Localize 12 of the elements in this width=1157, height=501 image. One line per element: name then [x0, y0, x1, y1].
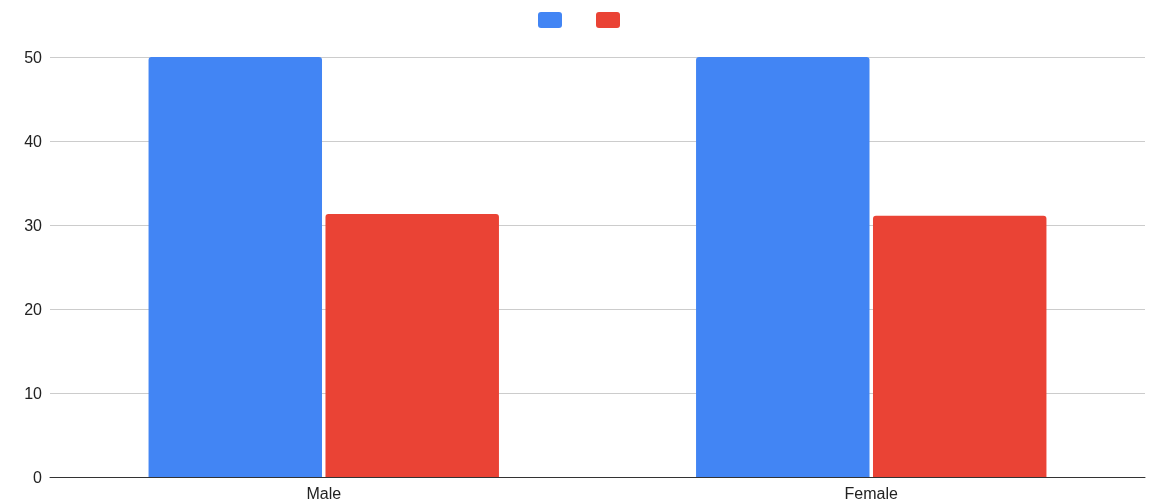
- y-tick-label: 0: [33, 468, 43, 486]
- y-tick-label: 40: [24, 132, 43, 150]
- y-tick-label: 20: [24, 300, 43, 318]
- y-tick-label: 30: [24, 216, 43, 234]
- y-tick-label: 10: [24, 384, 43, 402]
- bar: [148, 57, 323, 477]
- x-tick-label: Female: [844, 484, 899, 501]
- bar: [325, 214, 499, 477]
- bar: [696, 57, 870, 477]
- x-tick-label: Male: [306, 484, 342, 501]
- y-tick-label: 50: [24, 48, 43, 66]
- bar: [872, 215, 1047, 477]
